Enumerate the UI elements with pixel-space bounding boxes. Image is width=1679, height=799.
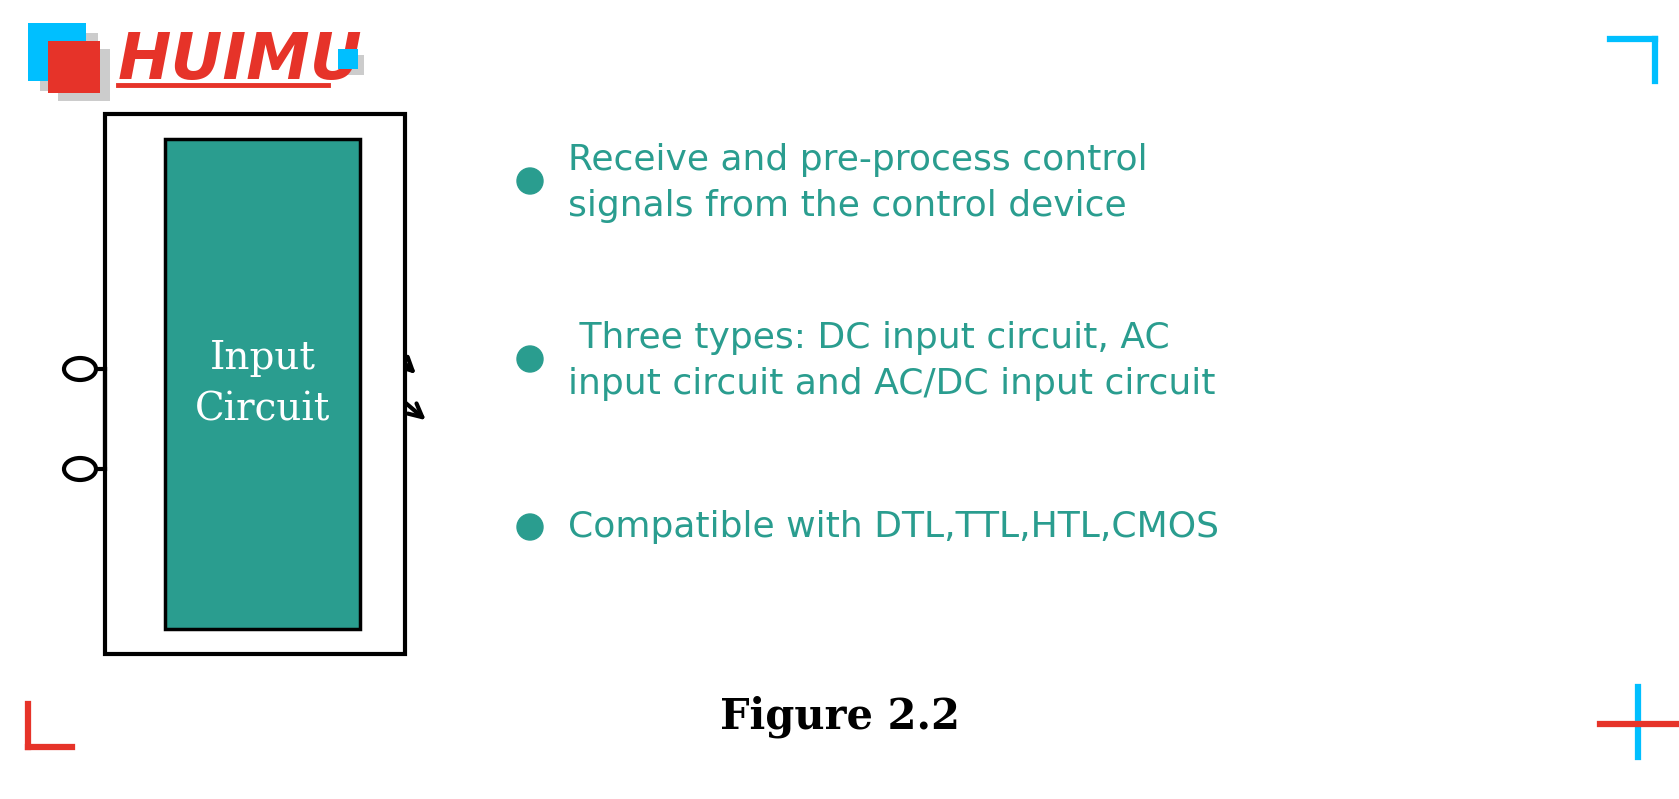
Text: Figure 2.2: Figure 2.2 <box>720 696 960 738</box>
Text: signals from the control device: signals from the control device <box>568 189 1127 223</box>
FancyBboxPatch shape <box>40 33 97 91</box>
FancyBboxPatch shape <box>337 49 358 69</box>
Circle shape <box>517 514 542 540</box>
Text: Compatible with DTL,TTL,HTL,CMOS: Compatible with DTL,TTL,HTL,CMOS <box>568 510 1219 544</box>
FancyBboxPatch shape <box>59 49 111 101</box>
FancyBboxPatch shape <box>29 23 86 81</box>
Text: HUIMU: HUIMU <box>118 30 363 92</box>
Circle shape <box>517 168 542 194</box>
FancyBboxPatch shape <box>49 41 101 93</box>
FancyBboxPatch shape <box>165 139 359 629</box>
Text: Receive and pre-process control: Receive and pre-process control <box>568 143 1148 177</box>
Circle shape <box>517 346 542 372</box>
Ellipse shape <box>64 458 96 480</box>
Text: Three types: DC input circuit, AC: Three types: DC input circuit, AC <box>568 321 1170 355</box>
Text: Input
Circuit: Input Circuit <box>195 340 331 428</box>
FancyBboxPatch shape <box>344 55 364 75</box>
Ellipse shape <box>64 358 96 380</box>
Text: input circuit and AC/DC input circuit: input circuit and AC/DC input circuit <box>568 367 1216 401</box>
FancyBboxPatch shape <box>106 114 405 654</box>
